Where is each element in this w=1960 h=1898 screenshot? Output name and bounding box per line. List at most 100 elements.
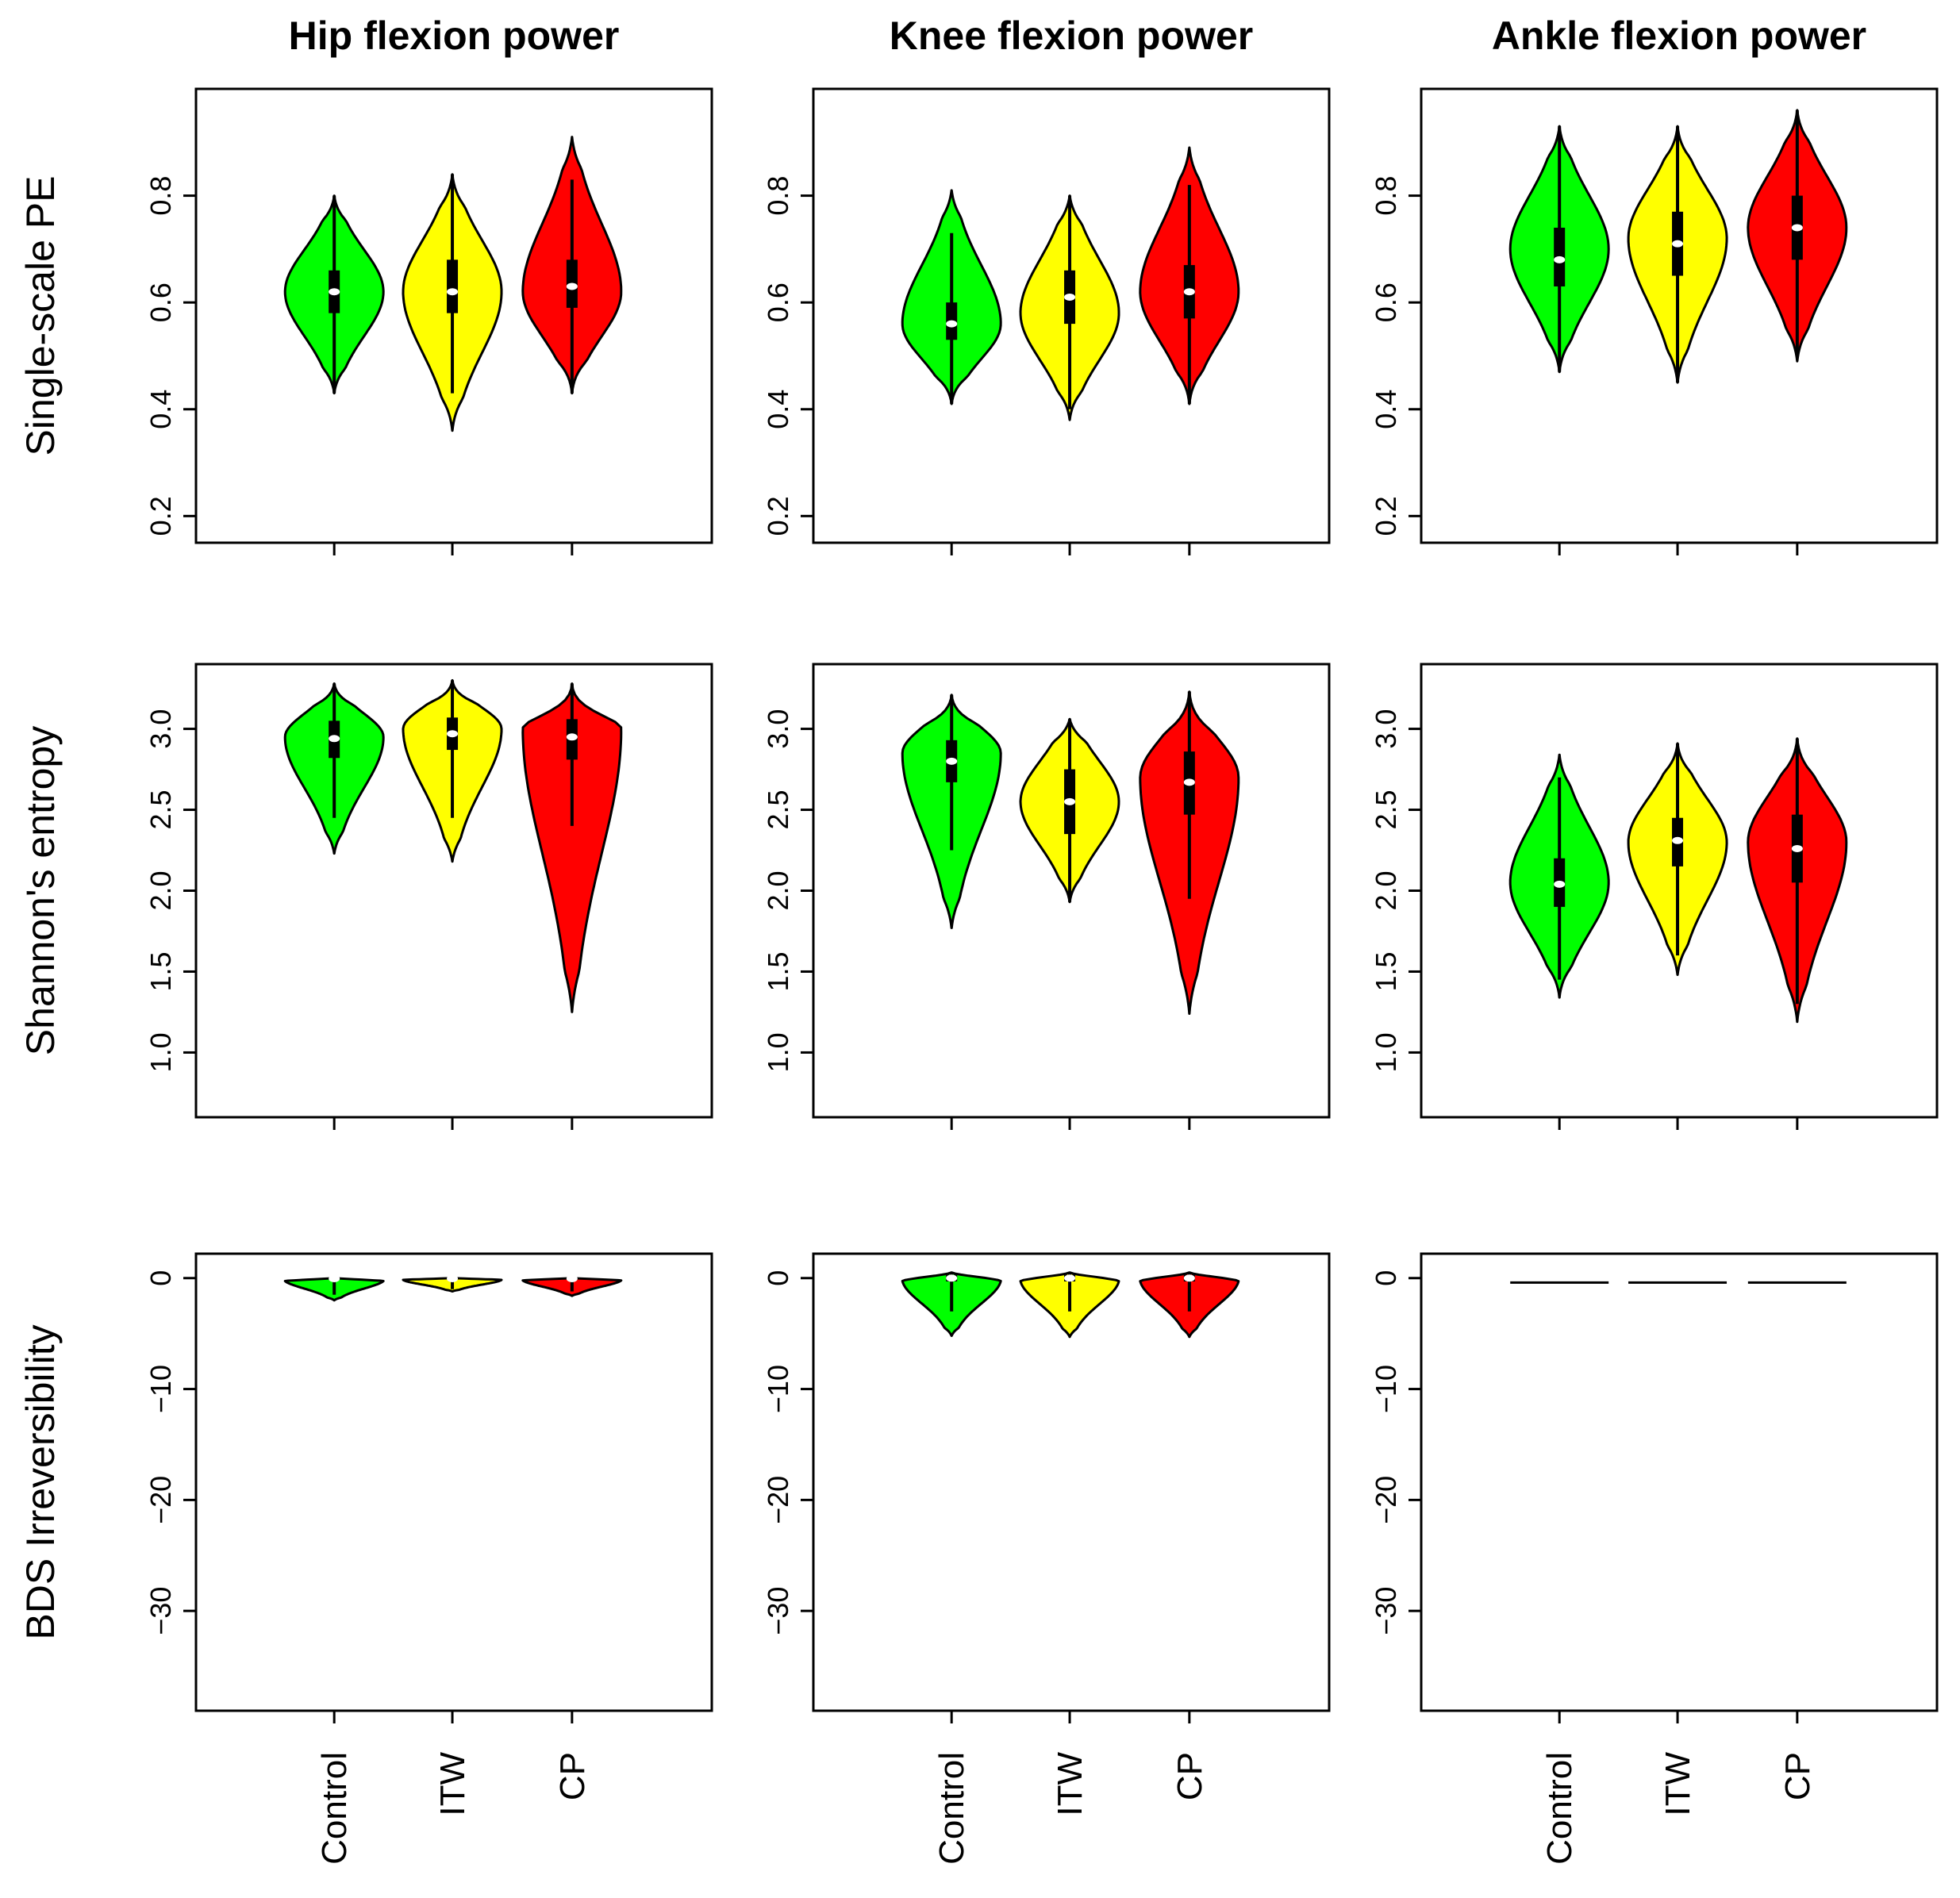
violin-itw bbox=[1019, 1271, 1120, 1339]
median-marker bbox=[329, 288, 340, 296]
violin-control bbox=[1508, 753, 1610, 999]
median-marker bbox=[447, 1274, 459, 1282]
violin-cp bbox=[521, 136, 623, 395]
plot-frame bbox=[1420, 87, 1939, 544]
y-tick-label: 1.0 bbox=[762, 1032, 794, 1072]
violin-control bbox=[283, 194, 385, 395]
y-tick-label: 0 bbox=[1370, 1270, 1402, 1286]
y-tick-label: 0.8 bbox=[1370, 176, 1402, 216]
y-tick-label: 2.0 bbox=[1370, 870, 1402, 910]
x-category-label: CP bbox=[1170, 1752, 1209, 1800]
x-category-label: CP bbox=[1778, 1752, 1817, 1800]
panel: −30 −20 −10 0 Control ITW CP bbox=[1370, 1252, 1939, 1865]
median-marker bbox=[946, 1274, 958, 1282]
y-tick-label: 1.5 bbox=[762, 951, 794, 991]
median-marker bbox=[1064, 293, 1076, 301]
panel: 0.2 0.4 0.6 0.8 bbox=[1370, 87, 1939, 555]
y-tick-label: 0 bbox=[762, 1270, 794, 1286]
row-axis-label: Single-scale PE bbox=[18, 176, 63, 456]
y-tick-label: 0.4 bbox=[1370, 390, 1402, 429]
median-marker bbox=[1183, 288, 1195, 296]
y-tick-label: −20 bbox=[144, 1476, 177, 1524]
y-tick-label: 3.0 bbox=[144, 709, 177, 749]
x-category-label: Control bbox=[1540, 1752, 1579, 1865]
violin-control bbox=[283, 682, 385, 855]
y-tick-label: 3.0 bbox=[762, 709, 794, 749]
violin-control bbox=[901, 694, 1002, 929]
violin-control bbox=[283, 1274, 385, 1302]
x-category-label: ITW bbox=[1658, 1752, 1697, 1816]
median-marker bbox=[1183, 778, 1195, 786]
median-marker bbox=[1064, 1274, 1076, 1282]
median-marker bbox=[566, 733, 578, 741]
violin-control bbox=[901, 1271, 1002, 1337]
x-category-label: CP bbox=[553, 1752, 592, 1800]
y-tick-label: 1.5 bbox=[1370, 951, 1402, 991]
y-tick-label: 0.4 bbox=[762, 390, 794, 429]
panel: −30 −20 −10 0 Control ITW CP bbox=[762, 1252, 1331, 1865]
x-category-label: ITW bbox=[1051, 1752, 1090, 1816]
y-tick-label: 0.6 bbox=[1370, 282, 1402, 322]
violin-cp bbox=[521, 1274, 623, 1297]
y-tick-label: 3.0 bbox=[1370, 709, 1402, 749]
y-tick-label: 0.8 bbox=[762, 176, 794, 216]
panel: 0.2 0.4 0.6 0.8 bbox=[762, 87, 1331, 555]
row-axis-label: Shannon's entropy bbox=[18, 726, 63, 1055]
plot-frame bbox=[812, 87, 1331, 544]
y-tick-label: 0.8 bbox=[144, 176, 177, 216]
violin-control bbox=[901, 189, 1002, 405]
column-title: Ankle flexion power bbox=[1492, 13, 1866, 58]
x-category-label: Control bbox=[315, 1752, 354, 1865]
y-tick-label: −30 bbox=[1370, 1587, 1402, 1635]
plot-frame bbox=[194, 87, 713, 544]
y-tick-label: 0.2 bbox=[1370, 496, 1402, 536]
median-marker bbox=[1672, 240, 1684, 248]
column-title: Knee flexion power bbox=[890, 13, 1253, 58]
violin-itw bbox=[1019, 194, 1120, 421]
median-marker bbox=[1554, 256, 1566, 263]
violin-cp bbox=[521, 682, 623, 1013]
median-marker bbox=[1791, 844, 1803, 852]
violin-cp bbox=[1747, 737, 1848, 1024]
y-tick-label: 0.2 bbox=[144, 496, 177, 536]
y-tick-label: −20 bbox=[762, 1476, 794, 1524]
y-tick-label: 2.5 bbox=[144, 790, 177, 830]
median-marker bbox=[447, 730, 459, 738]
column-title: Hip flexion power bbox=[289, 13, 620, 58]
y-tick-label: −10 bbox=[1370, 1365, 1402, 1413]
y-tick-label: 0.2 bbox=[762, 496, 794, 536]
median-marker bbox=[329, 1274, 340, 1282]
plot-frame bbox=[1420, 1252, 1939, 1712]
plot-frame bbox=[812, 1252, 1331, 1712]
median-marker bbox=[566, 282, 578, 290]
y-tick-label: −30 bbox=[144, 1587, 177, 1635]
y-tick-label: 2.0 bbox=[762, 870, 794, 910]
y-tick-label: −20 bbox=[1370, 1476, 1402, 1524]
x-category-label: ITW bbox=[433, 1752, 472, 1816]
median-marker bbox=[329, 735, 340, 743]
y-tick-label: 0.6 bbox=[762, 282, 794, 322]
y-tick-label: 2.5 bbox=[1370, 790, 1402, 830]
y-tick-label: 0.4 bbox=[144, 390, 177, 429]
y-tick-label: 2.5 bbox=[762, 790, 794, 830]
violin-control bbox=[1508, 125, 1610, 374]
violin-itw bbox=[1627, 125, 1728, 384]
median-marker bbox=[1554, 880, 1566, 888]
panel: 1.0 1.5 2.0 2.5 3.0 bbox=[1370, 663, 1939, 1130]
violin-cp bbox=[1139, 146, 1240, 405]
median-marker bbox=[566, 1274, 578, 1282]
y-tick-label: 0 bbox=[144, 1270, 177, 1286]
panel: 1.0 1.5 2.0 2.5 3.0 bbox=[762, 663, 1331, 1130]
y-tick-label: 1.0 bbox=[144, 1032, 177, 1072]
violin-itw bbox=[1627, 742, 1728, 976]
violin-cp bbox=[1139, 1271, 1240, 1339]
x-category-label: Control bbox=[932, 1752, 971, 1865]
y-tick-label: 1.0 bbox=[1370, 1032, 1402, 1072]
violin-cp bbox=[1747, 109, 1848, 363]
violin-itw bbox=[1019, 717, 1120, 904]
plot-frame bbox=[194, 1252, 713, 1712]
y-tick-label: −10 bbox=[762, 1365, 794, 1413]
median-marker bbox=[1791, 224, 1803, 232]
median-marker bbox=[946, 757, 958, 765]
violin-itw bbox=[402, 1274, 503, 1293]
